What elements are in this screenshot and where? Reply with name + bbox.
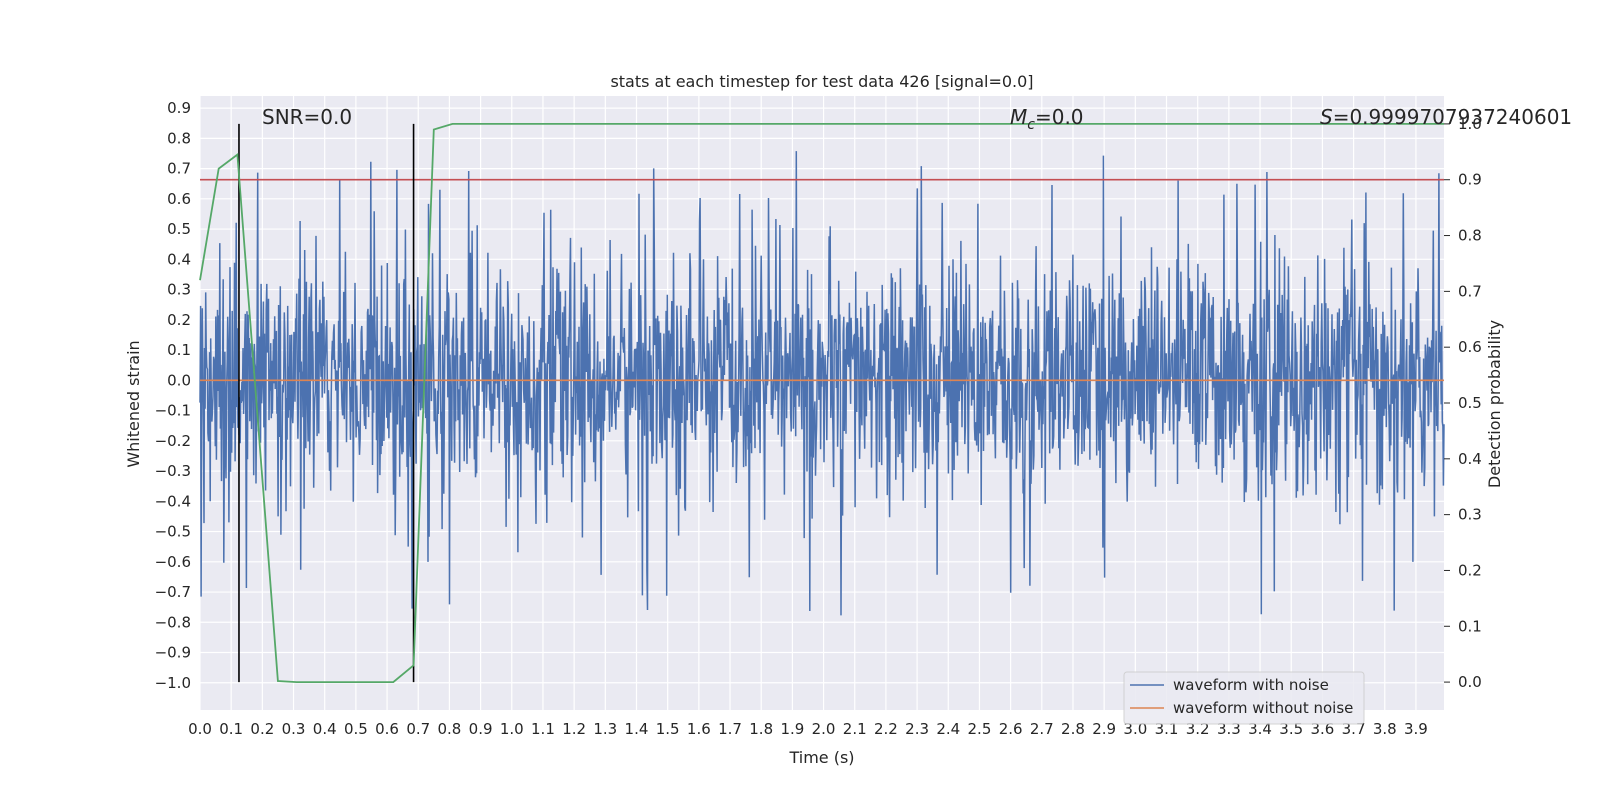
- x-tick-label: 1.9: [780, 720, 804, 738]
- x-tick-label: 0.1: [219, 720, 243, 738]
- x-tick-label: 2.2: [874, 720, 898, 738]
- y2-tick-label: 0.4: [1458, 450, 1482, 468]
- x-tick-label: 1.1: [531, 720, 555, 738]
- chart-title: stats at each timestep for test data 426…: [610, 72, 1033, 91]
- x-tick-label: 0.3: [282, 720, 306, 738]
- series-layer: [199, 123, 1445, 683]
- series-detection-probability: [199, 123, 1444, 683]
- x-tick-label: 0.5: [344, 720, 368, 738]
- x-tick-label: 2.0: [812, 720, 836, 738]
- x-tick-label: 0.8: [437, 720, 461, 738]
- y-tick-label: −0.8: [155, 613, 191, 631]
- x-tick-label: 1.5: [656, 720, 680, 738]
- y2-tick-label: 0.9: [1458, 171, 1482, 189]
- y-axis-label: Whitened strain: [124, 340, 143, 467]
- x-tick-label: 0.4: [313, 720, 337, 738]
- y-tick-label: −0.3: [155, 462, 191, 480]
- x-tick-label: 3.8: [1373, 720, 1397, 738]
- x-tick-label: 0.7: [406, 720, 430, 738]
- y-tick-label: −0.4: [155, 492, 191, 510]
- y-tick-label: 0.5: [167, 220, 191, 238]
- s-annotation: S=0.9999707937240601: [1320, 105, 1572, 129]
- x-tick-label: 1.6: [687, 720, 711, 738]
- snr-annotation: SNR=0.0: [262, 105, 352, 129]
- legend: waveform with noise waveform without noi…: [1123, 671, 1365, 725]
- x-tick-label: 2.1: [843, 720, 867, 738]
- s-symbol: S: [1320, 105, 1333, 129]
- x-tick-label: 1.4: [625, 720, 649, 738]
- y-tick-label: −0.2: [155, 432, 191, 450]
- x-tick-label: 1.0: [500, 720, 524, 738]
- y-tick-label: 0.2: [167, 311, 191, 329]
- y-tick-label: 0.6: [167, 190, 191, 208]
- x-axis-label: Time (s): [788, 748, 854, 767]
- x-tick-label: 1.2: [562, 720, 586, 738]
- legend-label-waveform-without-noise: waveform without noise: [1173, 699, 1353, 717]
- y2-tick-label: 0.7: [1458, 282, 1482, 300]
- legend-label-waveform-with-noise: waveform with noise: [1173, 676, 1329, 694]
- y-tick-label: 0.0: [167, 371, 191, 389]
- x-tick-label: 2.4: [936, 720, 960, 738]
- y-tick-label: −1.0: [155, 674, 191, 692]
- x-tick-label: 0.0: [188, 720, 212, 738]
- mc-symbol: M: [1010, 105, 1027, 129]
- y2-tick-label: 0.2: [1458, 561, 1482, 579]
- y-tick-label: 0.9: [167, 99, 191, 117]
- x-tick-label: 3.9: [1404, 720, 1428, 738]
- y2-tick-label: 0.0: [1458, 673, 1482, 691]
- y-tick-label: −0.1: [155, 402, 191, 420]
- x-tick-label: 1.8: [749, 720, 773, 738]
- y2-tick-label: 0.5: [1458, 394, 1482, 412]
- x-tick-label: 2.6: [999, 720, 1023, 738]
- legend-box: [1123, 671, 1365, 725]
- y-tick-label: 0.8: [167, 129, 191, 147]
- x-tick-label: 2.9: [1092, 720, 1116, 738]
- x-tick-label: 0.2: [250, 720, 274, 738]
- x-tick-label: 1.7: [718, 720, 742, 738]
- mc-subscript: c: [1027, 117, 1035, 133]
- y2-axis-label: Detection probability: [1485, 320, 1504, 488]
- y-tick-label: 0.4: [167, 250, 191, 268]
- mc-value: =0.0: [1035, 105, 1084, 129]
- y-tick-label: −0.7: [155, 583, 191, 601]
- y2-tick-label: 1.0: [1458, 115, 1482, 133]
- x-tick-label: 0.9: [469, 720, 493, 738]
- mc-annotation: Mc=0.0: [1010, 105, 1084, 133]
- y-tick-label: 0.1: [167, 341, 191, 359]
- x-tick-label: 0.6: [375, 720, 399, 738]
- y-tick-label: −0.6: [155, 553, 191, 571]
- x-tick-label: 2.7: [1030, 720, 1054, 738]
- y-tick-label: 0.3: [167, 281, 191, 299]
- y2-tick-label: 0.6: [1458, 338, 1482, 356]
- x-tick-label: 2.3: [905, 720, 929, 738]
- y-tick-label: −0.9: [155, 644, 191, 662]
- y-tick-label: −0.5: [155, 523, 191, 541]
- s-value: =0.9999707937240601: [1333, 105, 1572, 129]
- y-tick-label: 0.7: [167, 160, 191, 178]
- x-tick-label: 2.8: [1061, 720, 1085, 738]
- y2-tick-label: 0.3: [1458, 506, 1482, 524]
- y2-tick-label: 0.1: [1458, 617, 1482, 635]
- y2-tick-label: 0.8: [1458, 227, 1482, 245]
- x-tick-label: 2.5: [968, 720, 992, 738]
- series-waveform-with-noise: [199, 151, 1445, 616]
- x-tick-label: 1.3: [593, 720, 617, 738]
